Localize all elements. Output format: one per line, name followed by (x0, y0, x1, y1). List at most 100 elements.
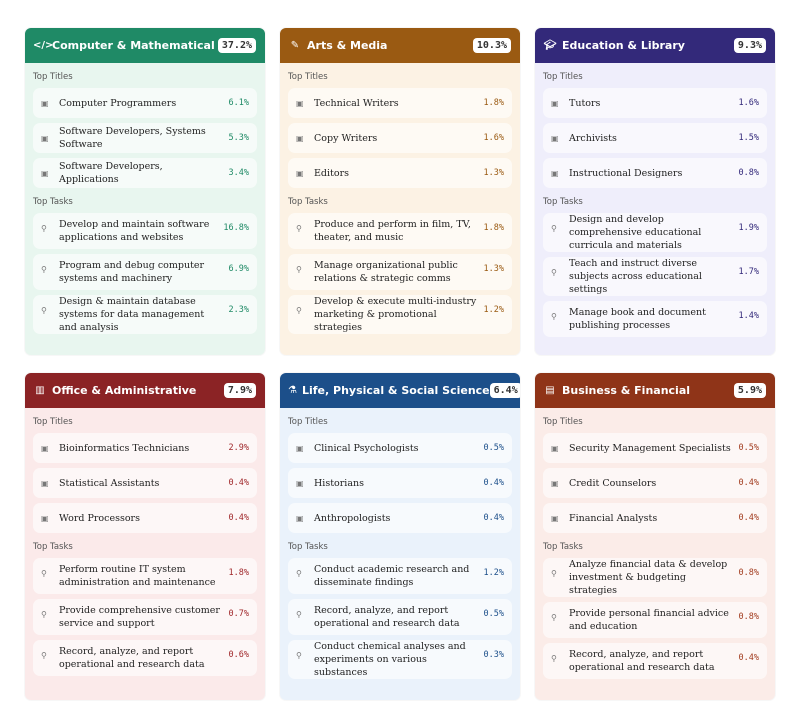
task-item-label: Record, analyze, and report operational … (314, 605, 460, 629)
task-item[interactable]: ⚲ Conduct academic research and dissemina… (288, 558, 512, 594)
wrench-icon: ⚲ (296, 610, 302, 619)
briefcase-icon: ▣ (41, 98, 49, 108)
task-item-percentage: 1.2% (483, 305, 504, 315)
task-item-label: Design & maintain database systems for d… (59, 296, 205, 333)
title-item-label: Tutors (569, 97, 601, 109)
briefcase-icon: ▣ (41, 168, 49, 178)
card-header: ✎ Arts & Media 10.3% (280, 28, 520, 63)
title-item[interactable]: ▣ Copy Writers 1.6% (288, 123, 512, 153)
title-item-label: Instructional Designers (569, 167, 683, 179)
task-item-percentage: 1.8% (483, 223, 504, 233)
title-item[interactable]: ▣ Archivists 1.5% (543, 123, 767, 153)
task-item-percentage: 2.3% (228, 305, 249, 315)
wrench-icon: ⚲ (296, 224, 302, 233)
task-item[interactable]: ⚲ Analyze financial data & develop invest… (543, 558, 767, 597)
task-item-label: Manage organizational public relations &… (314, 260, 458, 284)
title-item[interactable]: ▣ Instructional Designers 0.8% (543, 158, 767, 188)
wrench-icon: ⚲ (41, 265, 47, 274)
wrench-icon: ⚲ (551, 654, 557, 663)
task-item[interactable]: ⚲ Provide personal financial advice and e… (543, 602, 767, 638)
title-item[interactable]: ▣ Historians 0.4% (288, 468, 512, 498)
briefcase-icon: ▣ (551, 133, 559, 143)
section-label-tasks: Top Tasks (543, 197, 583, 207)
category-title: Business & Financial (562, 384, 691, 397)
wrench-icon: ⚲ (551, 569, 557, 578)
task-item[interactable]: ⚲ Conduct chemical analyses and experimen… (288, 640, 512, 679)
card-header: ▥ Office & Administrative 7.9% (25, 373, 265, 408)
title-item[interactable]: ▣ Software Developers, Systems Software 5.… (33, 123, 257, 153)
card-header: </> Computer & Mathematical 37.2% (25, 28, 265, 63)
briefcase-icon: ▣ (296, 443, 304, 453)
task-item[interactable]: ⚲ Develop & execute multi-industry market… (288, 295, 512, 334)
wrench-icon: ⚲ (41, 610, 47, 619)
title-item[interactable]: ▣ Anthropologists 0.4% (288, 503, 512, 533)
task-item[interactable]: ⚲ Provide comprehensive customer service … (33, 599, 257, 635)
title-item-percentage: 1.6% (738, 97, 759, 108)
title-item-label: Bioinformatics Technicians (59, 442, 190, 454)
flask-icon: ⚗ (288, 385, 297, 396)
task-item-percentage: 0.4% (738, 653, 759, 663)
task-item[interactable]: ⚲ Manage organizational public relations … (288, 254, 512, 290)
section-label-titles: Top Titles (543, 417, 583, 427)
title-item-percentage: 0.4% (483, 477, 504, 488)
wrench-icon: ⚲ (296, 569, 302, 578)
briefcase-icon: ▣ (551, 443, 559, 453)
task-item[interactable]: ⚲ Record, analyze, and report operational… (543, 643, 767, 679)
title-item-percentage: 0.4% (483, 512, 504, 523)
category-percentage-badge: 9.3% (733, 38, 766, 53)
card-header: ⚗ Life, Physical & Social Science 6.4% (280, 373, 520, 408)
title-item[interactable]: ▣ Word Processors 0.4% (33, 503, 257, 533)
task-item-label: Produce and perform in film, TV, theater… (314, 219, 471, 243)
briefcase-icon: ▣ (296, 133, 304, 143)
title-item[interactable]: ▣ Clinical Psychologists 0.5% (288, 433, 512, 463)
wrench-icon: ⚲ (551, 268, 557, 277)
title-item-percentage: 1.5% (738, 132, 759, 143)
title-item[interactable]: ▣ Tutors 1.6% (543, 88, 767, 118)
title-item[interactable]: ▣ Security Management Specialists 0.5% (543, 433, 767, 463)
category-card: ✎ Arts & Media 10.3% Top Titles ▣ Technical W… (280, 28, 520, 355)
task-item[interactable]: ⚲ Manage book and document publishing pro… (543, 301, 767, 337)
title-item-label: Clinical Psychologists (314, 442, 419, 454)
task-item[interactable]: ⚲ Design & maintain database systems for … (33, 295, 257, 334)
title-item[interactable]: ▣ Bioinformatics Technicians 2.9% (33, 433, 257, 463)
task-item[interactable]: ⚲ Teach and instruct diverse subjects acr… (543, 257, 767, 296)
title-item[interactable]: ▣ Technical Writers 1.8% (288, 88, 512, 118)
title-item-label: Archivists (569, 132, 617, 144)
task-item[interactable]: ⚲ Program and debug computer systems and … (33, 254, 257, 290)
task-item[interactable]: ⚲ Develop and maintain software applicati… (33, 213, 257, 249)
section-label-titles: Top Titles (543, 72, 583, 82)
category-title: Education & Library (562, 39, 685, 52)
briefcase-icon: ▣ (41, 443, 49, 453)
task-item-percentage: 1.9% (738, 223, 759, 233)
task-item-label: Record, analyze, and report operational … (569, 649, 715, 673)
task-item[interactable]: ⚲ Produce and perform in film, TV, theate… (288, 213, 512, 249)
briefcase-icon: ▣ (551, 168, 559, 178)
title-item-percentage: 2.9% (228, 442, 249, 453)
wrench-icon: ⚲ (551, 613, 557, 622)
title-item[interactable]: ▣ Software Developers, Applications 3.4% (33, 158, 257, 188)
title-item-percentage: 0.4% (228, 477, 249, 488)
task-item-label: Conduct academic research and disseminat… (314, 564, 470, 588)
title-item-label: Editors (314, 167, 350, 179)
title-item-label: Financial Analysts (569, 512, 658, 524)
brush-icon: ✎ (290, 40, 300, 51)
title-item[interactable]: ▣ Computer Programmers 6.1% (33, 88, 257, 118)
briefcase-icon: ▣ (551, 98, 559, 108)
task-item[interactable]: ⚲ Record, analyze, and report operational… (288, 599, 512, 635)
task-item[interactable]: ⚲ Record, analyze, and report operational… (33, 640, 257, 676)
title-item[interactable]: ▣ Credit Counselors 0.4% (543, 468, 767, 498)
task-item-label: Teach and instruct diverse subjects acro… (569, 258, 702, 295)
section-label-titles: Top Titles (33, 417, 73, 427)
task-item[interactable]: ⚲ Perform routine IT system administratio… (33, 558, 257, 594)
title-item[interactable]: ▣ Financial Analysts 0.4% (543, 503, 767, 533)
task-item-percentage: 6.9% (228, 264, 249, 274)
title-item-label: Credit Counselors (569, 477, 657, 489)
building-icon: ▥ (35, 385, 45, 396)
task-item[interactable]: ⚲ Design and develop comprehensive educat… (543, 213, 767, 252)
category-percentage-badge: 37.2% (217, 38, 256, 53)
briefcase-icon: ▣ (41, 133, 49, 143)
title-item[interactable]: ▣ Statistical Assistants 0.4% (33, 468, 257, 498)
title-item[interactable]: ▣ Editors 1.3% (288, 158, 512, 188)
task-item-percentage: 1.3% (483, 264, 504, 274)
title-item-percentage: 1.6% (483, 132, 504, 143)
